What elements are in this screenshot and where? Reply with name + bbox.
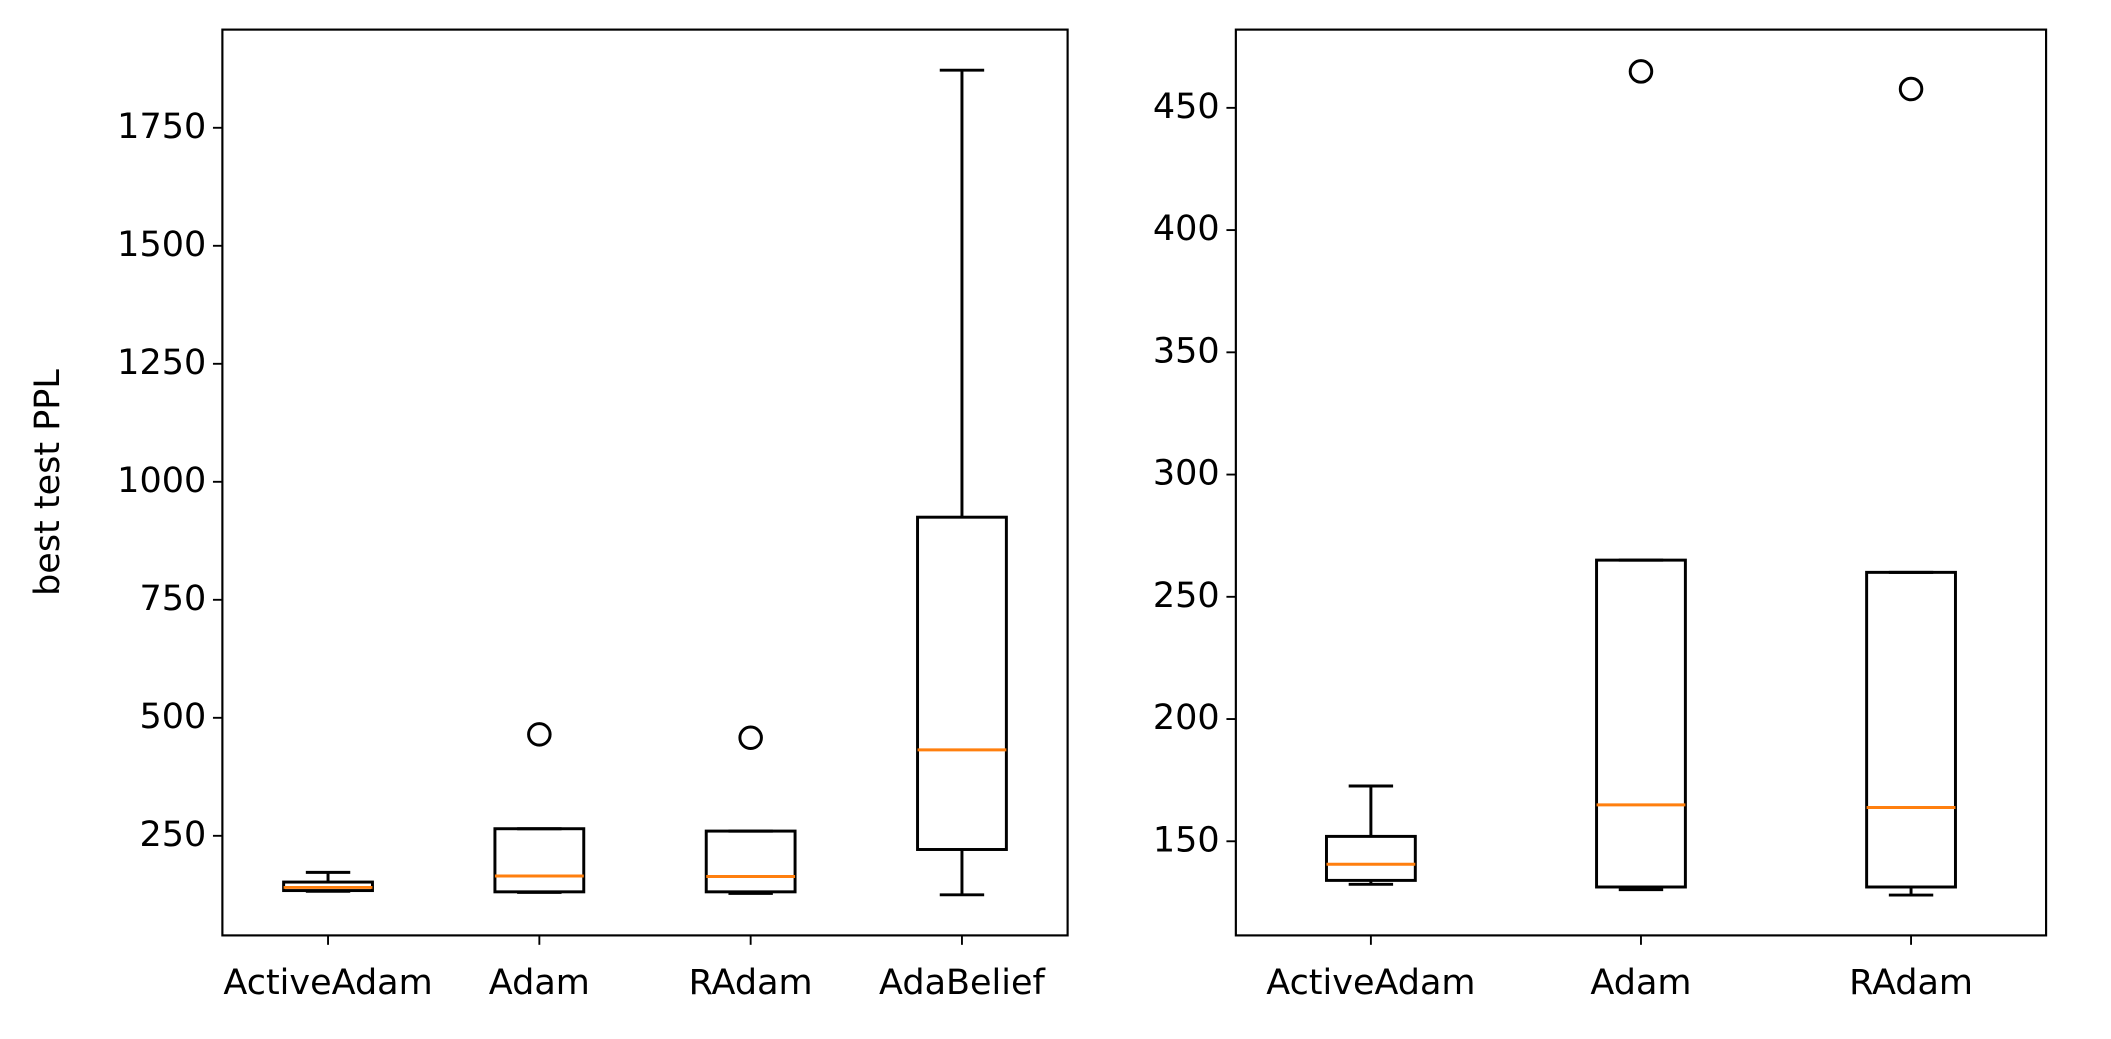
box — [1324, 834, 1417, 882]
y-tick-label: 450 — [1153, 87, 1220, 127]
box — [493, 827, 586, 894]
y-tick-label: 1250 — [117, 343, 206, 383]
y-tick-label: 250 — [1153, 576, 1220, 616]
box — [704, 829, 797, 894]
x-tick-label: Adam — [1590, 963, 1691, 1003]
x-tick-label: ActiveAdam — [1266, 963, 1475, 1003]
y-tick-label: 500 — [139, 697, 206, 737]
box — [1595, 558, 1687, 889]
y-tick-label: 200 — [1153, 698, 1220, 738]
y-tick-label: 250 — [139, 815, 206, 855]
y-tick-label: 1750 — [117, 107, 206, 147]
y-tick-label: 150 — [1153, 820, 1220, 860]
y-tick-label: 350 — [1153, 331, 1220, 371]
plot-frame — [1234, 28, 2048, 937]
x-tick-label: ActiveAdam — [223, 963, 432, 1003]
y-tick-label: 750 — [139, 579, 206, 619]
outlier — [1898, 76, 1924, 102]
x-tick-label: RAdam — [1849, 963, 1973, 1003]
plot-frame — [221, 28, 1069, 937]
outlier — [1628, 59, 1654, 84]
x-tick-label: RAdam — [689, 963, 813, 1003]
box — [1865, 570, 1957, 889]
x-tick-label: AdaBelief — [879, 963, 1045, 1003]
outlier — [527, 722, 552, 747]
y-tick-label: 1000 — [117, 461, 206, 501]
x-tick-label: Adam — [489, 963, 590, 1003]
outlier — [738, 725, 763, 751]
box — [916, 515, 1008, 851]
y-axis-label: best test PPL — [28, 369, 68, 596]
y-tick-label: 400 — [1153, 209, 1220, 249]
y-tick-label: 300 — [1153, 454, 1220, 494]
y-tick-label: 1500 — [117, 225, 206, 265]
